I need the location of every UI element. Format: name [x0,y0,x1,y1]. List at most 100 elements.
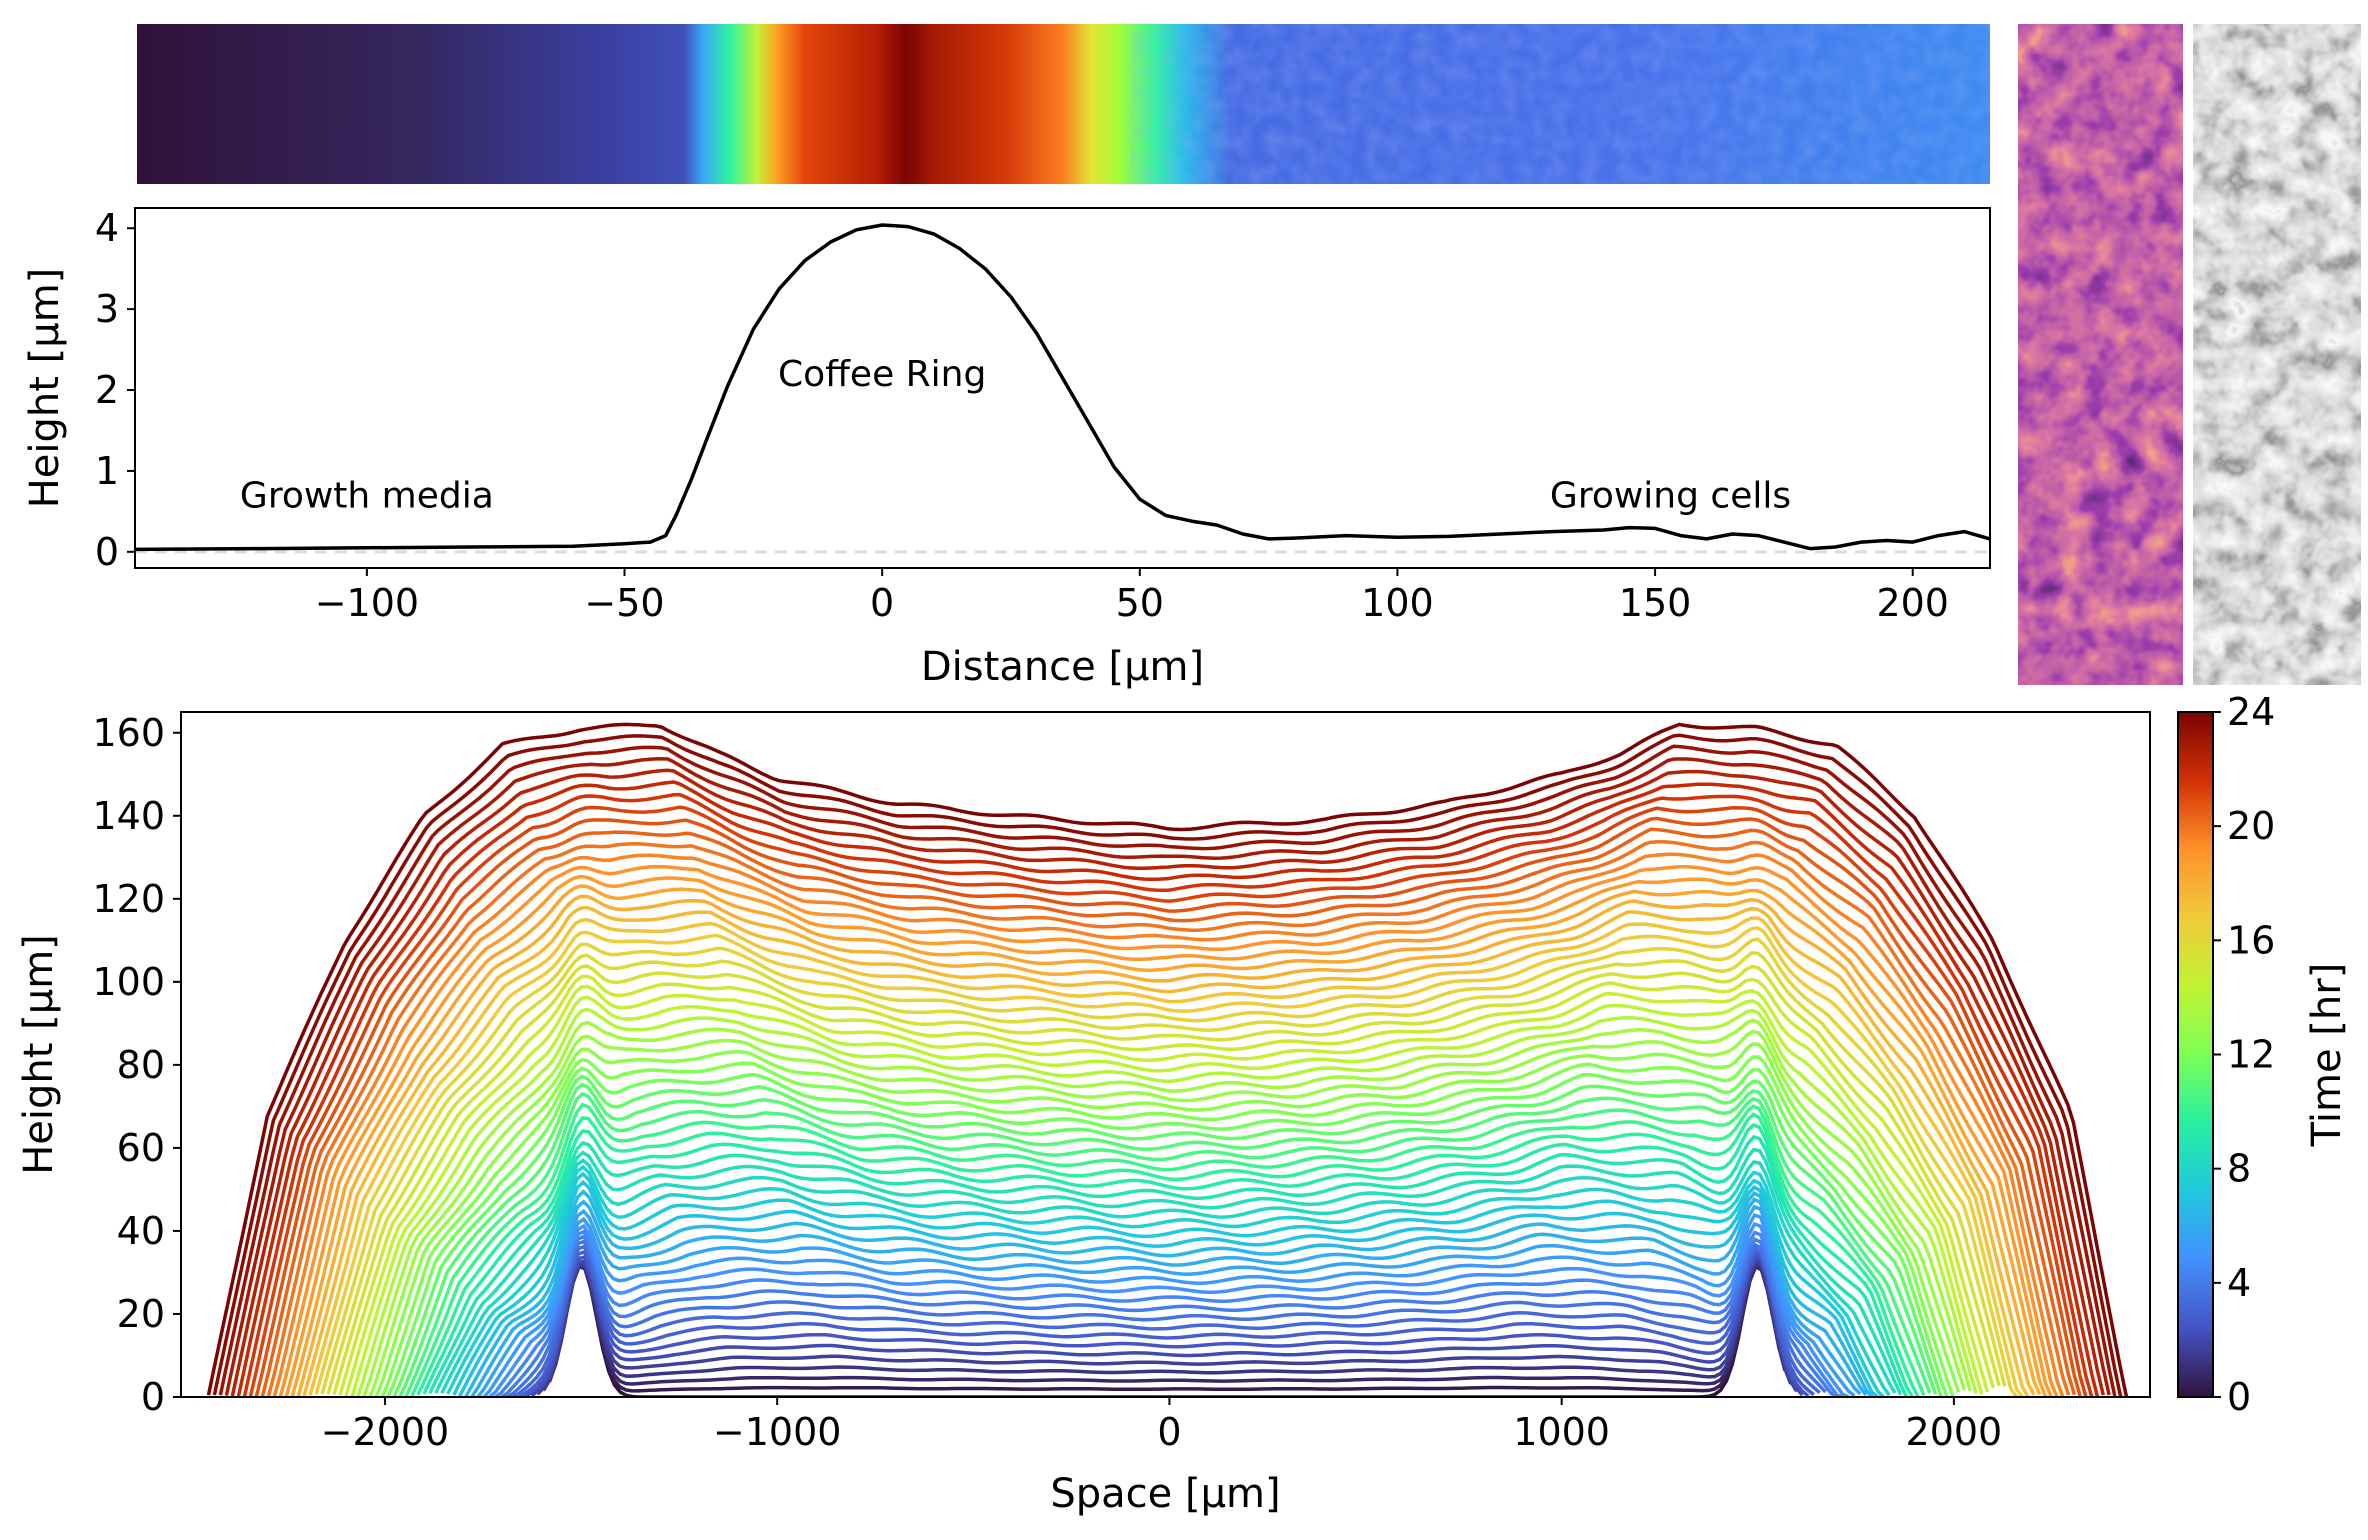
growth-line [458,1179,1879,1397]
growth-line [482,1213,1856,1397]
growth-line [440,1158,1897,1394]
growth-line [380,1055,1955,1397]
growth-line [374,1042,1961,1397]
growth-line [434,1147,1903,1396]
growth-ytick-label: 20 [117,1292,165,1336]
growth-line [278,864,2059,1397]
growth-line [524,1252,1810,1397]
growth-ytick-label: 0 [141,1375,165,1419]
growth-xtick-label: 1000 [1513,1410,1610,1454]
height-map-strip [137,24,1990,184]
time-colorbar: 0 4 8 12 16 20 24 Time [hr] [2177,690,2350,1419]
profile-ytick-label: 4 [95,206,119,250]
growth-xtick-label: 0 [1157,1410,1181,1454]
growth-ytick-label: 60 [117,1126,165,1170]
growth-line [464,1189,1874,1397]
colorbar-tick-label: 20 [2227,804,2275,848]
growth-line [326,950,2007,1395]
growth-line [404,1091,1932,1397]
growth-ylabel: Height [μm] [16,934,62,1175]
profile-ytick-label: 0 [95,530,119,574]
growth-line [272,852,2065,1397]
profile-annotation: Growing cells [1550,475,1791,516]
growth-line [452,1171,1885,1397]
growth-line [518,1249,1815,1397]
profile-chart: −100 −50 0 50 100 150 200 0 1 2 3 4 Distance [μm] Hei… [22,206,1991,690]
colorbar-tick-label: 8 [2227,1147,2251,1191]
growth-ytick-label: 120 [92,877,165,921]
profile-xtick-label: 0 [870,581,894,625]
growth-line [266,840,2071,1397]
growth-xtick-label: 2000 [1906,1410,2003,1454]
growth-line [530,1256,1804,1397]
colorbar-gradient [2177,711,2214,1398]
profile-annotation: Growth media [240,475,494,516]
growth-line [206,722,2129,1397]
growth-line [398,1082,1938,1397]
profile-xtick-label: 50 [1116,581,1164,625]
profile-ylabel: Height [μm] [22,268,68,509]
growth-ytick-label: 160 [92,711,165,755]
growth-lines [206,722,2129,1397]
profile-ytick-label: 3 [95,287,119,331]
growth-line [356,1007,1978,1397]
gray-panel [2193,24,2361,685]
profile-ytick-label: 1 [95,449,119,493]
growth-line [350,995,1984,1397]
growth-xlabel: Space [μm] [1050,1471,1280,1517]
growth-line [512,1244,1821,1397]
growth-line [547,1263,1787,1386]
growth-line [308,916,2030,1397]
growth-ytick-label: 40 [117,1209,165,1253]
growth-line [392,1074,1943,1397]
growth-line [230,768,2106,1397]
growth-line [242,792,2094,1397]
growth-ytick-label: 80 [117,1043,165,1087]
growth-line [410,1102,1926,1397]
growth-line [218,744,2117,1397]
growth-line [248,805,2088,1397]
growth-line [446,1164,1891,1397]
profile-line-0 [134,223,1991,552]
growth-line [290,884,2048,1397]
growth-line [332,964,2001,1395]
growth-line [488,1221,1850,1397]
colorbar-tick-label: 4 [2227,1261,2251,1305]
growth-line [500,1234,1839,1397]
growth-line [254,816,2082,1397]
growth-line [386,1066,1949,1397]
growth-xtick-label: −2000 [321,1410,450,1454]
growth-line [416,1112,1920,1397]
growth-line [553,1264,1781,1393]
growth-line [320,937,2019,1397]
growth-ytick-label: 140 [92,794,165,838]
inferno-panel [2018,24,2183,685]
top-view-panels [2018,24,2361,685]
colorbar-tick-label: 24 [2227,690,2275,734]
colorbar-tick-label: 12 [2227,1033,2275,1077]
growth-xtick-label: −1000 [713,1410,842,1454]
profile-xtick-label: −50 [584,581,664,625]
growth-line [506,1239,1827,1397]
growth-line [236,780,2100,1397]
growth-line [284,874,2053,1397]
growth-line [362,1018,1972,1397]
growth-line [338,974,1995,1396]
growth-line [422,1122,1914,1397]
growth-line [536,1259,1799,1396]
colorbar-tick-label: 16 [2227,918,2275,962]
profile-annotation: Coffee Ring [778,354,986,395]
growth-line [314,926,2024,1397]
growth-ytick-label: 100 [92,960,165,1004]
growth-line [428,1135,1909,1397]
growth-line [302,905,2036,1397]
growth-chart: −2000 −1000 0 1000 2000 0 20 40 60 80 100 120 140 160… [16,711,2151,1517]
growth-line [260,827,2077,1397]
growth-line [494,1229,1844,1397]
growth-line [224,757,2111,1396]
profile-xtick-label: 150 [1619,581,1692,625]
growth-line [476,1204,1862,1397]
profile-xtick-label: −100 [315,581,419,625]
growth-line [296,894,2042,1397]
